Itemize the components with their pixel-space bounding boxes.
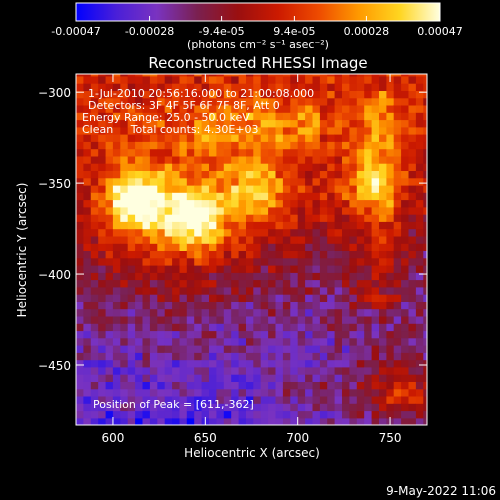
y-tick-label: −350 [38,177,71,191]
y-tick-label: −400 [38,268,71,282]
colorbar-tick-label: 0.00028 [344,25,390,38]
axis-ticks: 600 650 700 750 −300 −350 −400 −450 [38,74,427,445]
x-tick-label: 700 [286,431,309,445]
annotation-clean-counts: Clean Total counts: 4.30E+03 [82,123,259,136]
annotation-peak-position: Position of Peak = [611,-362] [93,398,254,411]
y-tick-label: −450 [38,359,71,373]
colorbar-unit-label: (photons cm⁻² s⁻¹ asec⁻²) [187,38,329,51]
annotation-detectors: Detectors: 3F 4F 5F 6F 7F 8F, Att 0 [88,99,280,112]
y-axis-label: Heliocentric Y (arcsec) [15,183,29,318]
x-tick-label: 750 [379,431,402,445]
x-tick-label: 650 [194,431,217,445]
colorbar-tick-label: 9.4e-05 [273,25,315,38]
x-axis-label: Heliocentric X (arcsec) [184,446,320,460]
colorbar-ticks: -0.00047 -0.00028 -9.4e-05 9.4e-05 0.00028 0.… [51,16,463,38]
colorbar-tick-label: -0.00028 [125,25,174,38]
annotation-time-range: 1-Jul-2010 20:56:16.000 to 21:00:08.000 [88,87,314,100]
plot-frame [75,73,428,426]
y-tick-label: −300 [38,86,71,100]
plot-area: 600 650 700 750 −300 −350 −400 −450 [38,73,428,445]
colorbar-tick-label: 0.00047 [417,25,463,38]
footer-date: 9-May-2022 11:06 [386,484,496,498]
colorbar-tick-label: -0.00047 [51,25,100,38]
chart-title: Reconstructed RHESSI Image [148,54,367,72]
colorbar-gradient [75,2,441,22]
annotation-energy-range: Energy Range: 25.0 - 50.0 keV [82,111,250,124]
x-tick-label: 600 [101,431,124,445]
colorbar-tick-label: -9.4e-05 [198,25,244,38]
heatmap-image [76,74,427,425]
colorbar: -0.00047 -0.00028 -9.4e-05 9.4e-05 0.00028 0.… [51,2,463,51]
info-annotations: 1-Jul-2010 20:56:16.000 to 21:00:08.000 … [82,87,314,411]
